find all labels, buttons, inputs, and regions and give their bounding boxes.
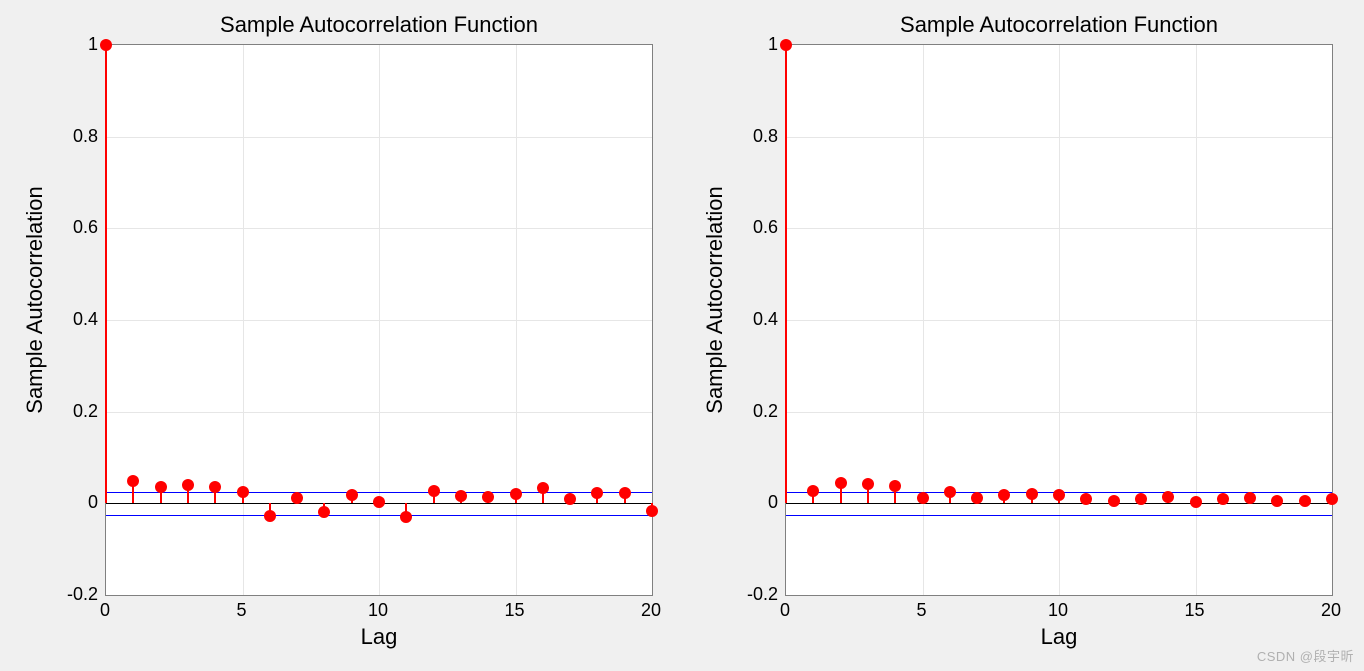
xtick-label: 5 (222, 600, 262, 621)
gridline-v (379, 45, 380, 595)
subplot-right: Sample Autocorrelation Function Sample A… (690, 10, 1350, 650)
acf-marker (100, 39, 112, 51)
acf-marker (1190, 496, 1202, 508)
acf-marker (318, 506, 330, 518)
acf-marker (917, 492, 929, 504)
acf-marker (1299, 495, 1311, 507)
y-axis-label: Sample Autocorrelation (702, 90, 728, 510)
acf-marker (346, 489, 358, 501)
xtick-label: 10 (358, 600, 398, 621)
gridline-v (1196, 45, 1197, 595)
acf-marker (619, 487, 631, 499)
xtick-label: 0 (85, 600, 125, 621)
acf-marker (564, 493, 576, 505)
acf-marker (127, 475, 139, 487)
acf-marker (971, 492, 983, 504)
gridline-v (243, 45, 244, 595)
acf-marker (400, 511, 412, 523)
ytick-label: 0 (43, 492, 98, 513)
xtick-label: 20 (631, 600, 671, 621)
xtick-label: 20 (1311, 600, 1351, 621)
acf-marker (780, 39, 792, 51)
acf-marker (1217, 493, 1229, 505)
acf-marker (1326, 493, 1338, 505)
acf-marker (264, 510, 276, 522)
figure: Sample Autocorrelation Function Sample A… (0, 0, 1364, 671)
gridline-v (1059, 45, 1060, 595)
chart-title: Sample Autocorrelation Function (105, 12, 653, 38)
ytick-label: 0.4 (43, 309, 98, 330)
xtick-label: 5 (902, 600, 942, 621)
ytick-label: 0 (723, 492, 778, 513)
ytick-label: 0.2 (723, 401, 778, 422)
ytick-label: 0.6 (723, 217, 778, 238)
acf-marker (591, 487, 603, 499)
x-axis-label: Lag (105, 624, 653, 650)
acf-marker (1080, 493, 1092, 505)
confidence-line-lower (786, 515, 1332, 516)
ytick-label: 0.4 (723, 309, 778, 330)
y-axis-label: Sample Autocorrelation (22, 90, 48, 510)
acf-stem (105, 45, 107, 503)
ytick-label: 0.6 (43, 217, 98, 238)
acf-marker (1162, 491, 1174, 503)
acf-marker (537, 482, 549, 494)
plot-area (105, 44, 653, 596)
acf-marker (1108, 495, 1120, 507)
acf-marker (182, 479, 194, 491)
xtick-label: 15 (1175, 600, 1215, 621)
acf-marker (155, 481, 167, 493)
acf-marker (455, 490, 467, 502)
acf-marker (291, 492, 303, 504)
xtick-label: 0 (765, 600, 805, 621)
acf-stem (785, 45, 787, 503)
chart-title: Sample Autocorrelation Function (785, 12, 1333, 38)
gridline-v (923, 45, 924, 595)
acf-marker (889, 480, 901, 492)
acf-marker (1135, 493, 1147, 505)
acf-marker (998, 489, 1010, 501)
ytick-label: 0.2 (43, 401, 98, 422)
acf-marker (482, 491, 494, 503)
acf-marker (646, 505, 658, 517)
acf-marker (862, 478, 874, 490)
acf-marker (1271, 495, 1283, 507)
xtick-label: 15 (495, 600, 535, 621)
acf-marker (510, 488, 522, 500)
ytick-label: 0.8 (723, 126, 778, 147)
acf-marker (944, 486, 956, 498)
subplot-left: Sample Autocorrelation Function Sample A… (10, 10, 670, 650)
acf-marker (1026, 488, 1038, 500)
acf-marker (237, 486, 249, 498)
ytick-label: 1 (43, 34, 98, 55)
confidence-line-lower (106, 515, 652, 516)
acf-marker (428, 485, 440, 497)
xtick-label: 10 (1038, 600, 1078, 621)
ytick-label: 1 (723, 34, 778, 55)
x-axis-label: Lag (785, 624, 1333, 650)
plot-area (785, 44, 1333, 596)
acf-marker (807, 485, 819, 497)
acf-marker (1244, 492, 1256, 504)
ytick-label: 0.8 (43, 126, 98, 147)
acf-marker (1053, 489, 1065, 501)
acf-marker (373, 496, 385, 508)
acf-marker (835, 477, 847, 489)
gridline-v (516, 45, 517, 595)
